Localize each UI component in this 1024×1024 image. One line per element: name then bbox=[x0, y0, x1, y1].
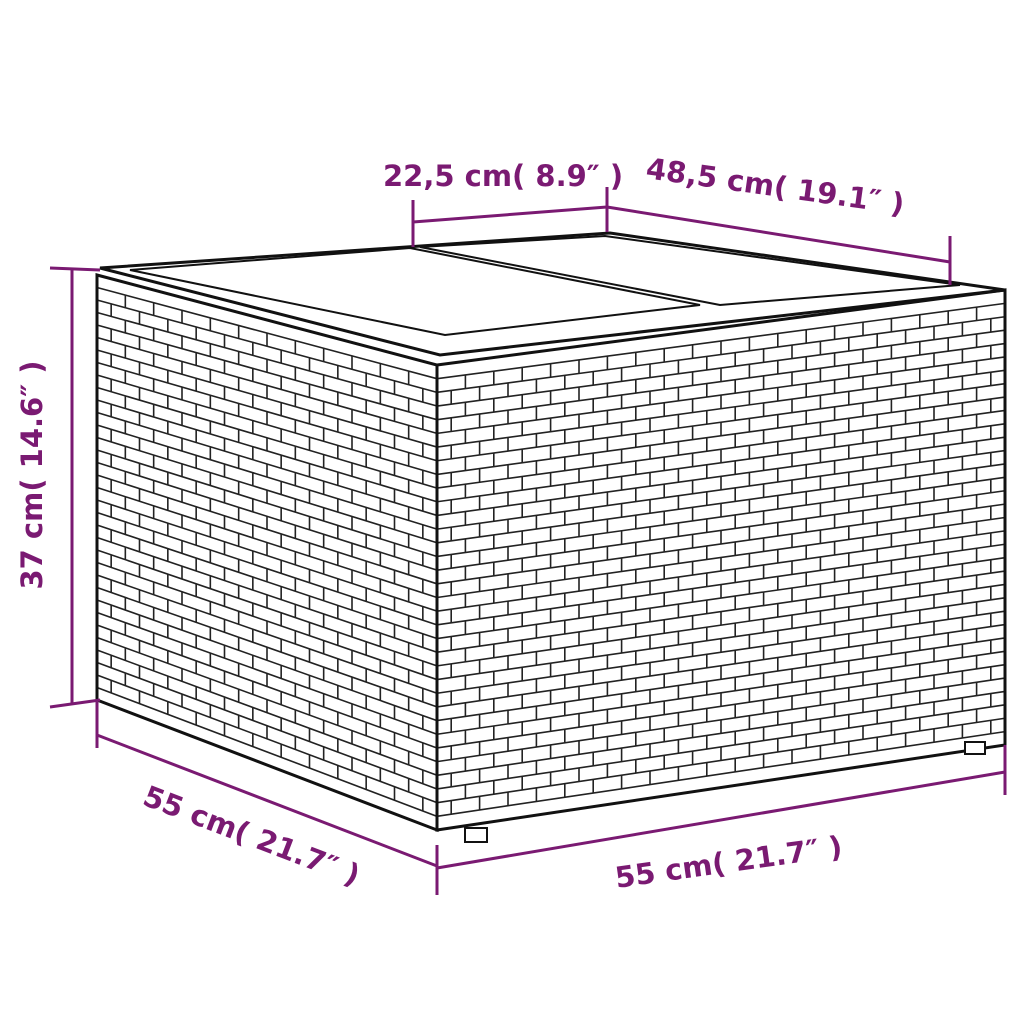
label-top-depth: 48,5 cm( 19.1″ ) bbox=[644, 151, 906, 221]
weave-strand bbox=[436, 342, 1006, 421]
weave-strand bbox=[96, 324, 438, 421]
weave-strand bbox=[436, 396, 1006, 476]
weave-strand bbox=[96, 299, 438, 394]
left-face-weave bbox=[96, 286, 438, 818]
weave-strand bbox=[436, 530, 1006, 612]
weave-strand bbox=[96, 499, 438, 612]
weave-strand bbox=[436, 730, 1006, 818]
weave-strand bbox=[96, 649, 438, 777]
dim-tick bbox=[49, 266, 101, 272]
weave-strand bbox=[436, 369, 1006, 448]
weave-strand bbox=[96, 474, 438, 585]
table-top-glass bbox=[99, 231, 1006, 357]
weave-strand bbox=[436, 449, 1006, 530]
label-top-panel-width: 22,5 cm( 8.9″ ) bbox=[383, 159, 623, 193]
weave-strand bbox=[436, 717, 1006, 804]
dim-tick bbox=[49, 698, 101, 709]
weave-strand bbox=[96, 599, 438, 722]
weave-strand bbox=[436, 637, 1006, 722]
weave-strand bbox=[436, 690, 1006, 777]
weave-strand bbox=[96, 374, 438, 476]
weave-strand bbox=[96, 686, 438, 818]
rattan-table-drawing bbox=[95, 231, 1007, 843]
glass-panel-left bbox=[129, 246, 701, 337]
weave-strand bbox=[96, 674, 438, 804]
label-height: 37 cm( 14.6″ ) bbox=[15, 360, 49, 589]
weave-strand bbox=[96, 399, 438, 503]
weave-strand bbox=[436, 583, 1006, 667]
weave-strand bbox=[436, 423, 1006, 503]
weave-strand bbox=[436, 610, 1006, 695]
label-front-width: 55 cm( 21.7″ ) bbox=[613, 829, 845, 895]
front-face-weave bbox=[436, 302, 1006, 818]
weave-strand bbox=[96, 549, 438, 667]
dim-side-depth-line bbox=[96, 733, 438, 868]
weave-strand bbox=[96, 574, 438, 694]
dim-top-panel-line bbox=[412, 205, 608, 224]
dim-top-depth-line bbox=[606, 205, 951, 264]
table-foot bbox=[464, 827, 488, 843]
weave-strand bbox=[436, 503, 1006, 585]
glass-panel-right bbox=[419, 234, 961, 307]
weave-strand bbox=[96, 449, 438, 558]
weave-strand bbox=[436, 556, 1006, 640]
table-foot bbox=[964, 741, 986, 755]
dimension-lines bbox=[49, 187, 1007, 895]
weave-strand bbox=[436, 315, 1006, 394]
weave-strand bbox=[96, 424, 438, 530]
weave-strand bbox=[436, 663, 1006, 749]
dim-front-width-line bbox=[436, 770, 1006, 870]
weave-strand bbox=[96, 624, 438, 749]
weave-strand bbox=[96, 524, 438, 640]
weave-strand bbox=[96, 349, 438, 448]
weave-strand bbox=[436, 476, 1006, 558]
